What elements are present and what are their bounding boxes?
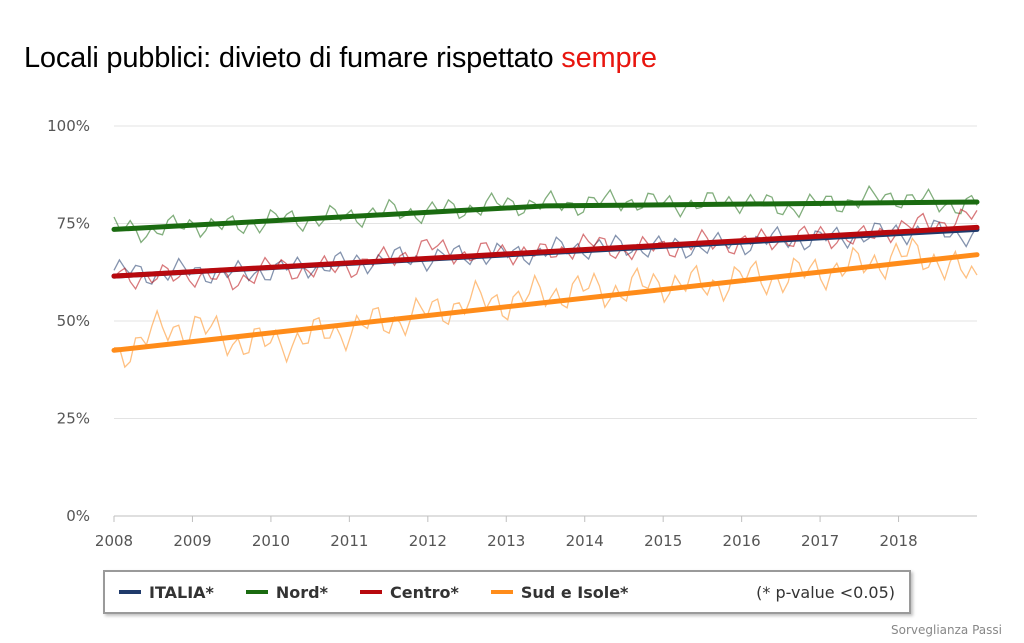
source-credit: Sorveglianza Passi [891,623,1002,637]
page-title: Locali pubblici: divieto di fumare rispe… [24,42,657,75]
legend-label-nord: Nord* [275,582,328,602]
y-axis-ticks: 0% 25% 50% 75% 100% [47,117,90,525]
x-tick-label: 2017 [801,532,839,550]
y-tick-label: 0% [66,507,90,525]
title-highlight: sempre [561,42,657,74]
x-tick-label: 2010 [252,532,290,550]
title-text: Locali pubblici: divieto di fumare rispe… [24,42,562,74]
legend-swatch-sud [490,590,513,594]
trend-line-nord [111,199,980,232]
legend-swatch-centro [360,590,382,594]
x-tick-label: 2011 [330,532,368,550]
x-tick-label: 2013 [487,532,525,550]
trend-line-centro [111,224,980,279]
y-tick-label: 100% [47,117,90,135]
legend-item-sud[interactable]: Sud e Isole* [490,582,629,602]
x-tick-label: 2016 [723,532,761,550]
legend-label-sud: Sud e Isole* [520,582,629,602]
x-tick-label: 2009 [173,532,211,550]
legend-swatch-italia [119,590,141,594]
y-tick-label: 25% [57,410,90,428]
legend: ITALIA* Nord* Centro* Sud e Isole* (* p-… [103,570,911,614]
x-tick-label: 2012 [409,532,447,550]
legend-swatch-nord [245,590,268,594]
trend-line-sud-e-isole [111,252,980,353]
x-tick-label: 2018 [879,532,917,550]
x-tick-label: 2008 [95,532,133,550]
series-line-centro [113,208,978,291]
legend-item-nord[interactable]: Nord* [245,582,328,602]
trend-lines [111,199,980,353]
legend-item-centro[interactable]: Centro* [360,583,459,602]
legend-note: (* p-value <0.05) [756,582,895,602]
legend-label-italia: ITALIA* [149,582,214,602]
series-lines [113,184,978,369]
x-axis-ticks: 2008 2009 2010 2011 2012 2013 2014 2015 2016 2017… [95,532,918,550]
y-tick-label: 75% [57,215,90,233]
x-tick-label: 2014 [566,532,604,550]
y-tick-label: 50% [57,312,90,330]
legend-label-centro: Centro* [390,582,459,602]
legend-item-italia[interactable]: ITALIA* [119,583,214,602]
x-tick-label: 2015 [644,532,682,550]
grid [113,125,977,522]
